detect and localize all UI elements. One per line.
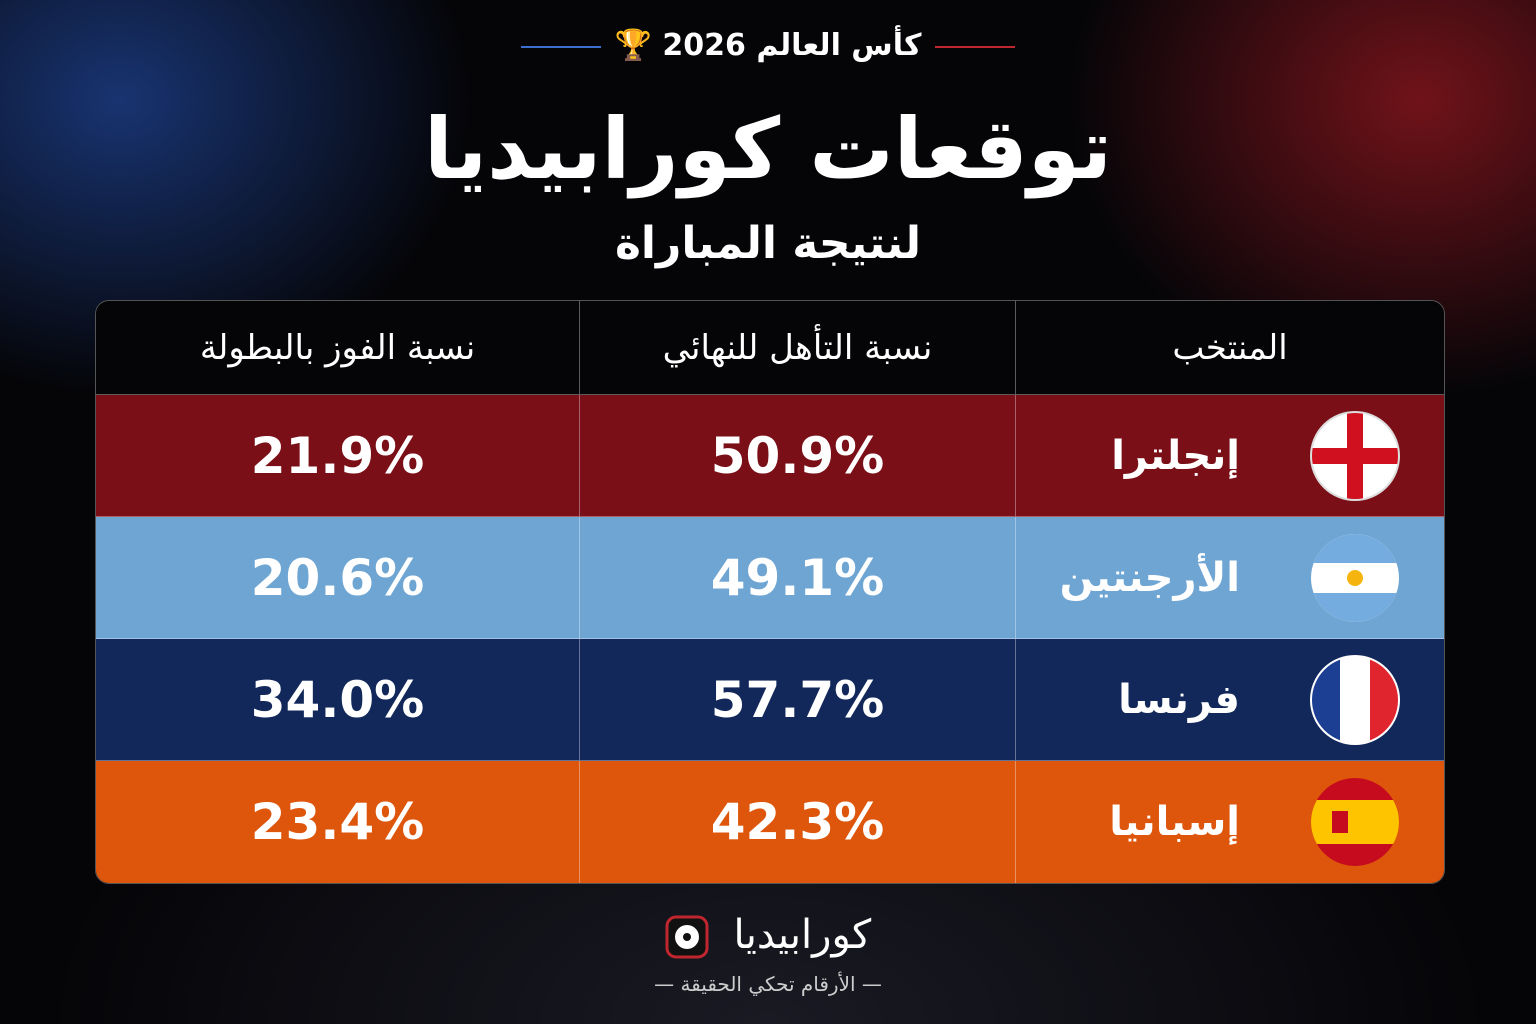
kicker-text: كأس العالم 2026 — [662, 28, 922, 63]
team-name: الأرجنتين — [1059, 554, 1240, 601]
tagline-text: الأرقام تحكي الحقيقة — [680, 972, 856, 996]
brand: كورابيديا — [0, 912, 1536, 959]
tagline: — الأرقام تحكي الحقيقة — — [654, 972, 882, 996]
win-pct: 23.4% — [250, 793, 425, 851]
team-cell: إسبانيا — [1015, 761, 1444, 883]
flag — [1310, 410, 1400, 501]
row: إنجلترا 50.9% 21.9% — [96, 395, 1444, 517]
column-header: المنتخب — [1015, 301, 1444, 395]
table: المنتخب نسبة التأهل للنهائي نسبة الفوز ب… — [95, 300, 1445, 884]
row: إسبانيا 42.3% 23.4% — [96, 761, 1444, 883]
final-pct: 42.3% — [579, 761, 1015, 883]
team-name: إنجلترا — [1111, 432, 1240, 479]
team-cell: الأرجنتين — [1015, 517, 1444, 639]
title: توقعات كورابيديا — [424, 100, 1112, 198]
team-name: إسبانيا — [1109, 799, 1240, 845]
header-row: المنتخب نسبة التأهل للنهائي نسبة الفوز ب… — [96, 301, 1444, 395]
win-pct: 21.9% — [96, 395, 579, 517]
final-pct: 57.7% — [579, 639, 1015, 761]
flag — [1310, 654, 1400, 745]
team-name: فرنسا — [1118, 676, 1240, 723]
row: فرنسا 57.7% 34.0% — [96, 639, 1444, 761]
flag — [1311, 778, 1399, 866]
flag — [1311, 533, 1399, 622]
column-header: نسبة التأهل للنهائي — [579, 301, 1015, 395]
logo — [665, 915, 709, 959]
win-pct: 20.6% — [96, 517, 579, 639]
subtitle: لنتيجة المباراة — [614, 218, 922, 269]
column-header: نسبة الفوز بالبطولة — [96, 301, 579, 395]
final-pct: 50.9% — [579, 395, 1015, 517]
row: الأرجنتين 49.1% 20.6% — [96, 517, 1444, 639]
win-pct: 34.0% — [96, 639, 579, 761]
team-cell: إنجلترا — [1015, 395, 1444, 517]
kicker: كأس العالم 2026 🏆 — [0, 28, 1536, 63]
brand-name: كورابيديا — [733, 912, 872, 958]
team-cell: فرنسا — [1015, 639, 1444, 761]
final-pct: 49.1% — [579, 517, 1015, 639]
